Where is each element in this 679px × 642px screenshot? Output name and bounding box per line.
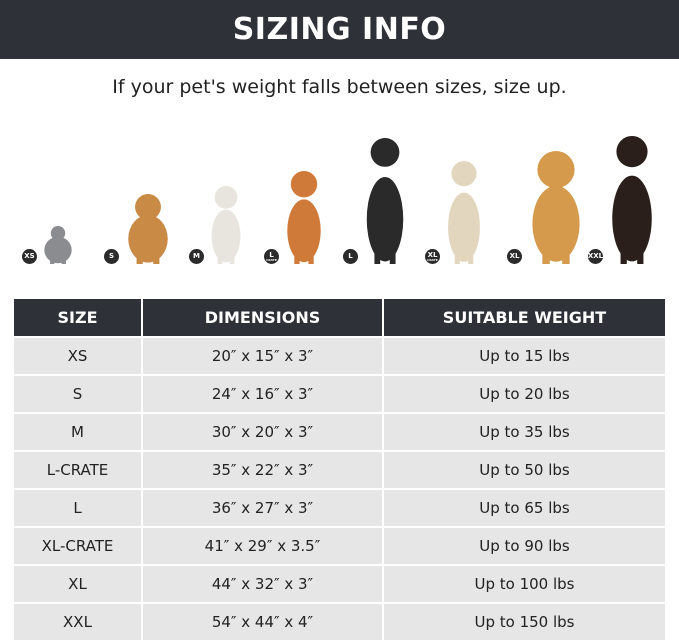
weight-cell: Up to 50 lbs [383, 450, 665, 489]
sizing-table: SIZE DIMENSIONS SUITABLE WEIGHT XS 20″ x … [14, 299, 665, 640]
dimensions-cell: 35″ x 22″ x 3″ [142, 450, 384, 489]
table-header-row: SIZE DIMENSIONS SUITABLE WEIGHT [14, 299, 665, 337]
table-row: XXL 54″ x 44″ x 4″ Up to 150 lbs [14, 602, 665, 640]
dimensions-cell: 36″ x 27″ x 3″ [142, 488, 384, 527]
dimensions-cell: 30″ x 20″ x 3″ [142, 412, 384, 451]
size-badge: L CRATE [264, 249, 279, 264]
dimensions-cell: 20″ x 15″ x 3″ [142, 336, 384, 375]
table-row: XS 20″ x 15″ x 3″ Up to 15 lbs [14, 336, 665, 375]
column-header-weight: SUITABLE WEIGHT [383, 299, 665, 337]
weight-cell: Up to 15 lbs [383, 336, 665, 375]
weight-cell: Up to 65 lbs [383, 488, 665, 527]
shiba-inu-image [287, 171, 321, 264]
weight-cell: Up to 90 lbs [383, 526, 665, 565]
size-badge-sublabel: CRATE [427, 257, 438, 262]
size-badge-label: L [348, 252, 353, 260]
dimensions-cell: 41″ x 29″ x 3.5″ [142, 526, 384, 565]
size-cell: XL [14, 564, 143, 603]
table-row: M 30″ x 20″ x 3″ Up to 35 lbs [14, 412, 665, 451]
size-cell: M [14, 412, 143, 451]
column-header-size: SIZE [14, 299, 143, 337]
size-badge-label: XXL [587, 252, 604, 260]
french-bulldog-image [211, 186, 241, 264]
weight-cell: Up to 100 lbs [383, 564, 665, 603]
size-badge-sublabel: CRATE [266, 257, 277, 262]
size-badge: M [189, 249, 204, 264]
weight-cell: Up to 20 lbs [383, 374, 665, 413]
size-cell: L-CRATE [14, 450, 143, 489]
pomeranian-image [128, 194, 168, 264]
column-header-dimensions: DIMENSIONS [142, 299, 384, 337]
size-badge: S [104, 249, 119, 264]
size-badge: XL [507, 249, 522, 264]
size-badge-label: S [108, 252, 115, 260]
size-cell: XS [14, 336, 143, 375]
cat-image [44, 226, 72, 264]
table-row: L-CRATE 35″ x 22″ x 3″ Up to 50 lbs [14, 450, 665, 489]
size-badge-label: XL [509, 252, 520, 260]
table-row: S 24″ x 16″ x 3″ Up to 20 lbs [14, 374, 665, 413]
dimensions-cell: 44″ x 32″ x 3″ [142, 564, 384, 603]
size-badge-label: L [269, 250, 274, 259]
page-title: SIZING INFO [232, 12, 447, 47]
dimensions-cell: 54″ x 44″ x 4″ [142, 602, 384, 640]
weight-cell: Up to 150 lbs [383, 602, 665, 640]
table-row: L 36″ x 27″ x 3″ Up to 65 lbs [14, 488, 665, 527]
labrador-image [448, 161, 480, 264]
size-badge-label: XS [24, 252, 35, 260]
size-badge: L [343, 249, 358, 264]
size-cell: L [14, 488, 143, 527]
size-cell: S [14, 374, 143, 413]
border-collie-image [366, 138, 404, 264]
dimensions-cell: 24″ x 16″ x 3″ [142, 374, 384, 413]
size-cell: XL-CRATE [14, 526, 143, 565]
size-badge-label: M [193, 252, 200, 260]
table-row: XL 44″ x 32″ x 3″ Up to 100 lbs [14, 564, 665, 603]
size-badge: XL CRATE [425, 249, 440, 264]
size-badge: XS [22, 249, 37, 264]
subtitle: If your pet's weight falls between sizes… [112, 76, 567, 98]
pet-lineup: XS S M L CRATE L XL CRATE XL XXL [0, 135, 679, 270]
size-badge: XXL [588, 249, 603, 264]
doberman-image [612, 136, 652, 264]
size-cell: XXL [14, 602, 143, 640]
header-banner: SIZING INFO [0, 0, 679, 59]
table-row: XL-CRATE 41″ x 29″ x 3.5″ Up to 90 lbs [14, 526, 665, 565]
weight-cell: Up to 35 lbs [383, 412, 665, 451]
size-badge-label: XL [427, 250, 438, 259]
golden-retriever-image [532, 151, 580, 264]
